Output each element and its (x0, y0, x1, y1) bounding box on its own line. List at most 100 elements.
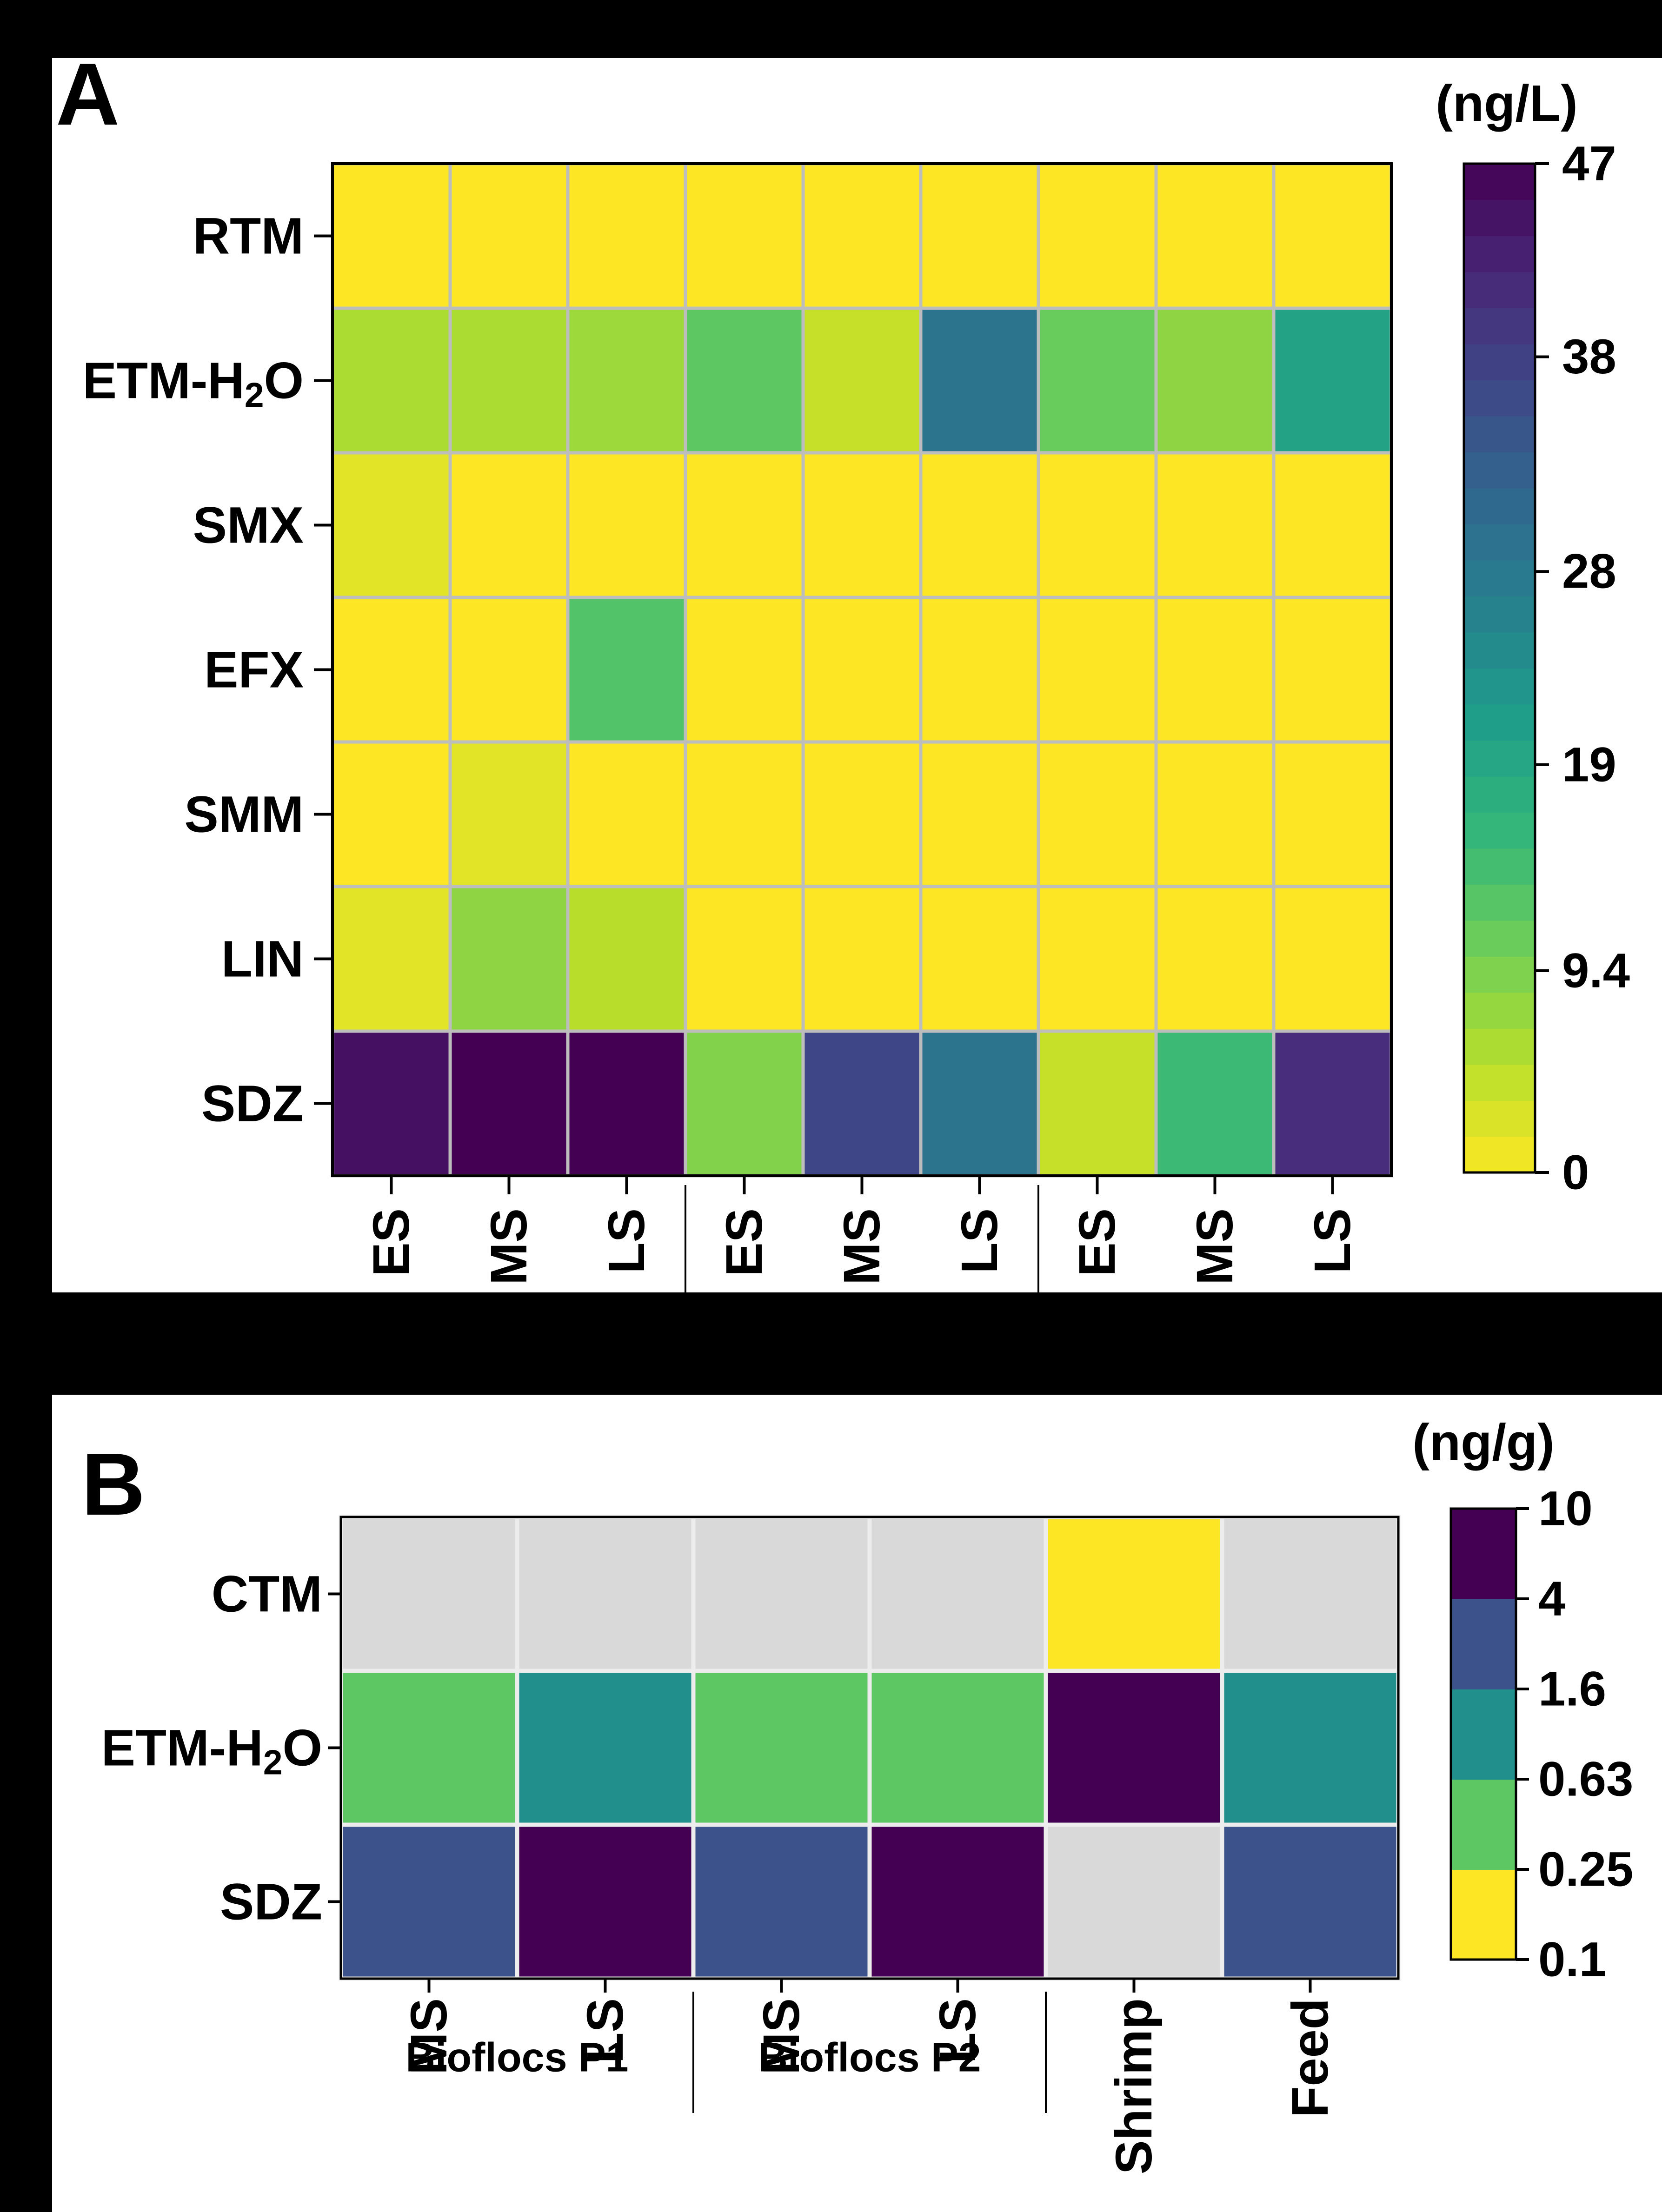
heatmap-b-cell (1044, 1669, 1224, 1827)
heatmap-a-cell (1154, 885, 1276, 1033)
panel-a-unit-label: (ng/L) (1436, 75, 1577, 132)
heatmap-b-col-label: MS (400, 1998, 458, 2075)
heatmap-b-group-label: Bioflocs P2 (758, 2034, 981, 2080)
heatmap-a-cell (1272, 162, 1393, 310)
colorbar-b-segment (1451, 1869, 1516, 1960)
heatmap-a-cell (684, 885, 805, 1033)
heatmap-a-cell (919, 740, 1040, 888)
heatmap-a-cell (331, 885, 452, 1033)
colorbar-a-segment (1464, 199, 1535, 236)
heatmap-a-col-label: MS (480, 1208, 538, 1285)
heatmap-a-cell (684, 306, 805, 455)
heatmap-a-cell (566, 885, 687, 1033)
colorbar-a-segment (1464, 920, 1535, 957)
heatmap-b-row-label-main: SDZ (220, 1873, 322, 1930)
heatmap-a-cell (1037, 885, 1158, 1033)
heatmap-a-col-label: LS (951, 1208, 1008, 1274)
heatmap-b-row-label-main: CTM (212, 1565, 322, 1623)
heatmap-b-cell (515, 1515, 696, 1673)
heatmap-a-cell (448, 885, 570, 1033)
panel-a-label: A (56, 45, 120, 144)
heatmap-a-row-label: ETM-H2O (83, 352, 304, 414)
heatmap-a-cell (801, 162, 923, 310)
heatmap-a-cell (919, 596, 1040, 744)
heatmap-a-cell (1154, 162, 1276, 310)
colorbar-a-segment (1464, 236, 1535, 272)
heatmap-a-cell (331, 451, 452, 599)
heatmap-a-cell (566, 162, 687, 310)
heatmap-b-cell (1220, 1515, 1401, 1673)
heatmap-a-cell (801, 740, 923, 888)
heatmap-a-cell (1154, 1029, 1276, 1178)
heatmap-a-col-label: LS (598, 1208, 655, 1274)
colorbar-a-segment (1464, 308, 1535, 344)
heatmap-a-row-label: SMX (193, 497, 304, 554)
heatmap-b-cell (515, 1669, 696, 1827)
heatmap-a-cell (1154, 451, 1276, 599)
heatmap-a-row-label: LIN (221, 930, 304, 987)
heatmap-a-cell (331, 596, 452, 744)
colorbar-a-segment (1464, 380, 1535, 417)
heatmap-a-cell (919, 162, 1040, 310)
colorbar-a-segment (1464, 1136, 1535, 1173)
colorbar-b-tick-label: 4 (1538, 1572, 1565, 1626)
heatmap-b-row-label: SDZ (220, 1873, 322, 1930)
colorbar-a-segment (1464, 560, 1535, 596)
colorbar-a-tick-label: 28 (1562, 544, 1616, 599)
heatmap-a-col-label: MS (1186, 1208, 1243, 1285)
heatmap-a-cell (684, 596, 805, 744)
heatmap-a-cell (684, 740, 805, 888)
heatmap-a-cell (1154, 740, 1276, 888)
heatmap-b-cell (867, 1515, 1048, 1673)
heatmap-b-col-label: Feed (1282, 1998, 1339, 2118)
colorbar-a-segment (1464, 452, 1535, 489)
heatmap-a-cell (448, 306, 570, 455)
heatmap-b-cell (691, 1822, 872, 1981)
heatmap-a-cell (1037, 162, 1158, 310)
heatmap-b-cell (867, 1822, 1048, 1981)
heatmap-a-cell (566, 740, 687, 888)
heatmap-a-cell (448, 451, 570, 599)
heatmap-a: RTM ETM-H2O SMX EFX SMM LIN SDZ ES MS LS ES MS LS ES M… (83, 137, 1630, 1292)
heatmap-a-cell (801, 451, 923, 599)
colorbar-b-tick-label: 0.1 (1538, 1933, 1606, 1987)
colorbar-a-segment (1464, 1100, 1535, 1137)
colorbar-a-segment (1464, 812, 1535, 849)
colorbar-a-segment (1464, 488, 1535, 524)
heatmap-a-cell (448, 162, 570, 310)
colorbar-a-tick-label: 0 (1562, 1146, 1589, 1200)
heatmap-b-cell (339, 1669, 519, 1827)
colorbar-b-segment (1451, 1599, 1516, 1689)
heatmap-a-cell (684, 162, 805, 310)
colorbar-a-segment (1464, 992, 1535, 1029)
heatmap-a-cell (331, 306, 452, 455)
colorbar-a-segment (1464, 884, 1535, 921)
heatmap-a-cell (919, 451, 1040, 599)
heatmap-a-cell (801, 1029, 923, 1178)
heatmap-a-cell (448, 1029, 570, 1178)
heatmap-a-cell (1272, 740, 1393, 888)
heatmap-a-cell (801, 596, 923, 744)
heatmap-b: CTM ETM-H2O SDZ MS LS MS LS Shrimp Feed Bioflocs … (101, 1482, 1634, 2174)
heatmap-a-cell (1272, 596, 1393, 744)
heatmap-a-row-label: EFX (204, 641, 304, 698)
heatmap-b-group-label: Bioflocs P1 (406, 2034, 628, 2080)
colorbar-b-segment (1451, 1779, 1516, 1870)
colorbar-a-segment (1464, 632, 1535, 669)
heatmap-b-cell (339, 1515, 519, 1673)
heatmap-a-cell (566, 1029, 687, 1178)
panel-b-unit-label: (ng/g) (1412, 1414, 1554, 1471)
colorbar-a-frame (1463, 162, 1536, 1174)
heatmap-a-cell (566, 596, 687, 744)
heatmap-b-row-label-subscript: 2 (263, 1742, 283, 1782)
heatmap-a-cell (566, 451, 687, 599)
colorbar-a-segment (1464, 668, 1535, 705)
heatmap-a-cell (331, 1029, 452, 1178)
colorbar-b-tick-label: 0.25 (1538, 1842, 1633, 1897)
heatmap-a-cell (1154, 306, 1276, 455)
colorbar-a-segment (1464, 956, 1535, 993)
heatmap-b-cell (1044, 1822, 1224, 1981)
heatmap-b-cell (1220, 1669, 1401, 1827)
heatmap-a-cell (448, 740, 570, 888)
